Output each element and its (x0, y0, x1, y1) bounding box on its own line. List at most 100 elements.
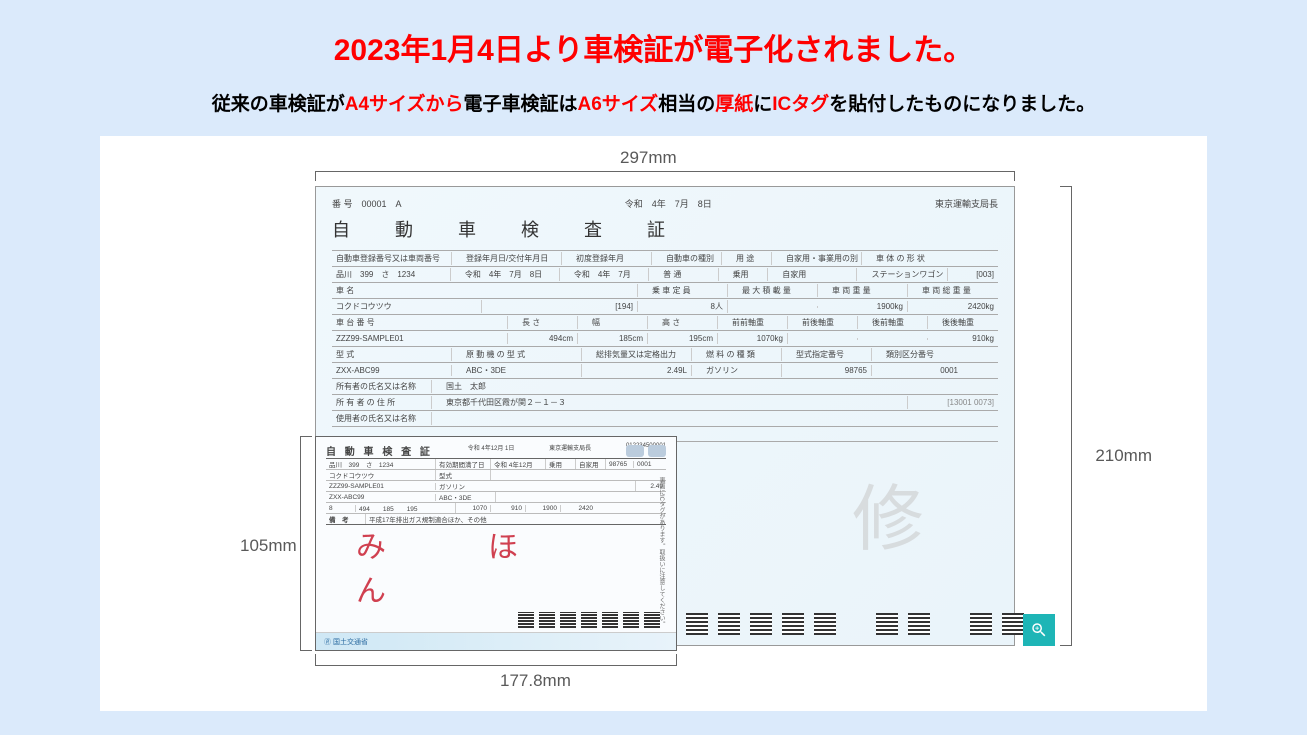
subhead: 従来の車検証がA4サイズから電子車検証はA6サイズ相当の厚紙にICタグを貼付した… (40, 89, 1267, 116)
a4-era: 令和 4年 7月 8日 (625, 197, 712, 210)
a4-h2-3: 最 大 積 載 量 (738, 284, 818, 297)
a4-h2-4: 車 両 重 量 (828, 284, 908, 297)
qr-icon (539, 612, 555, 628)
a6-wt3: 1900 (526, 505, 561, 512)
sub-h2: A6サイズ (577, 94, 658, 115)
a4-owner-name-lbl: 所有者の氏名又は名称 (332, 380, 432, 393)
zoom-button[interactable] (1023, 614, 1055, 646)
headline: 2023年1月4日より車検証が電子化されました。 (40, 25, 1267, 69)
a6-cn: 0001 (634, 461, 658, 468)
a4-plate: 品川 399 さ 1234 (332, 268, 451, 281)
a4-hei: 195cm (658, 333, 718, 344)
a4-owner-addr: 東京都千代田区霞が関２－１－３ (442, 396, 908, 409)
qr-icon (686, 613, 708, 635)
qr-icon (970, 613, 992, 635)
dim-left: 105mm (240, 536, 297, 556)
a4-h3: 初度登録年月 (572, 252, 652, 265)
sub-h3: 厚紙 (715, 94, 753, 115)
a4-h3-6: 前後軸重 (798, 316, 858, 329)
a6-model-lbl: 型式 (436, 470, 491, 480)
a4-f2 (798, 338, 858, 340)
qr-icon (623, 612, 639, 628)
a4-branch: 東京運輸支局長 (935, 197, 998, 210)
a4-h3-2: 長 さ (518, 316, 578, 329)
a4-ncode: [194] (492, 301, 638, 312)
a4-shu: 修 (852, 460, 924, 565)
a6-valid: 令和 4年12月 (491, 459, 546, 469)
a4-cap: 8人 (648, 300, 728, 313)
a4-r2b: 910kg (938, 333, 998, 344)
a4-reg: 令和 4年 7月 8日 (461, 268, 560, 281)
qr-icon (644, 612, 660, 628)
sub-p3: 相当の (658, 94, 715, 115)
a4-owner-name: 国土 太郎 (442, 380, 998, 393)
qr-icon (814, 613, 836, 635)
qr-icon (1002, 613, 1024, 635)
a4-h2-1: 車 名 (332, 284, 638, 297)
a4-h2: 登録年月日/交付年月日 (462, 252, 562, 265)
a4-h3-1: 車 台 番 号 (332, 316, 508, 329)
a4-body: ステーションワゴン (867, 268, 948, 281)
a4-cn: 0001 (882, 365, 962, 376)
a6-footer: 🄬 国土交通省 (316, 632, 676, 650)
qr-icon (581, 612, 597, 628)
a4-eng: ABC・3DE (462, 364, 582, 377)
a4-h5: 用 途 (732, 252, 772, 265)
a4-model: ZXX-ABC99 (332, 365, 452, 376)
ruler-bottom (315, 654, 677, 666)
sub-h4: ICタグ (772, 94, 829, 115)
a6-priv: 自家用 (576, 459, 606, 469)
a6-vin: ZZZ99-SAMPLE01 (326, 483, 436, 490)
a6-fuel: ガソリン (436, 481, 636, 491)
a4-h3-7: 後前軸重 (868, 316, 928, 329)
qr-icon (560, 612, 576, 628)
zoom-in-icon (1030, 621, 1048, 639)
a6-dims: 494 185 195 (356, 503, 456, 513)
a6-model: ZXX-ABC99 (326, 494, 436, 501)
a4-wt: 1900kg (828, 301, 908, 312)
a4-h3-8: 後後軸重 (938, 316, 998, 329)
a4-h2-2: 乗 車 定 員 (648, 284, 728, 297)
a6-wt4: 2420 (561, 505, 596, 512)
a4-vin: ZZZ99-SAMPLE01 (332, 333, 508, 344)
a6-eng: ABC・3DE (436, 492, 496, 502)
a6-name: コクドコウツウ (326, 470, 436, 480)
ruler-left (300, 436, 312, 651)
a4-h3-4: 高 さ (658, 316, 718, 329)
a4-h4-5: 型式指定番号 (792, 348, 872, 361)
qr-icon (782, 613, 804, 635)
a6-plate: 品川 399 さ 1234 (326, 459, 436, 469)
qr-icon (908, 613, 930, 635)
qr-icon (518, 612, 534, 628)
a4-name: コクドコウツウ (332, 300, 482, 313)
a6-cap: 8 (326, 505, 356, 512)
a4-load (738, 306, 818, 308)
ruler-top (315, 171, 1015, 181)
car-icon (648, 445, 666, 457)
a4-disp: 2.49L (592, 365, 692, 376)
a4-owner-addr-lbl: 所 有 者 の 住 所 (332, 396, 432, 409)
a6-tn: 98765 (606, 461, 634, 468)
a6-sample: み ほ ん (356, 522, 676, 610)
a6-wt: 1070 (456, 505, 491, 512)
a4-r1b (868, 338, 928, 340)
a6-footer-text: 🄬 国土交通省 (324, 637, 368, 647)
sub-h1: A4サイズから (345, 94, 464, 115)
qr-icon (876, 613, 898, 635)
a4-len: 494cm (518, 333, 578, 344)
a4-h3-5: 前前軸重 (728, 316, 788, 329)
a4-title: 自 動 車 検 査 証 (332, 216, 998, 242)
a4-h6: 自家用・事業用の別 (782, 252, 862, 265)
qr-icon (602, 612, 618, 628)
a4-wid: 185cm (588, 333, 648, 344)
a4-qr-row (686, 613, 1024, 635)
a4-h4-1: 型 式 (332, 348, 452, 361)
figure-wrap: 297mm 210mm 105mm 177.8mm 番 号 00001 A 令和… (100, 136, 1207, 711)
a4-type: 普 通 (659, 268, 718, 281)
a4-priv: 自家用 (778, 268, 857, 281)
car-icon (626, 445, 644, 457)
a4-h2-5: 車 両 総 重 量 (918, 284, 998, 297)
a6-qr-row (518, 612, 660, 628)
a4-h4-2: 原 動 機 の 型 式 (462, 348, 582, 361)
qr-icon (750, 613, 772, 635)
